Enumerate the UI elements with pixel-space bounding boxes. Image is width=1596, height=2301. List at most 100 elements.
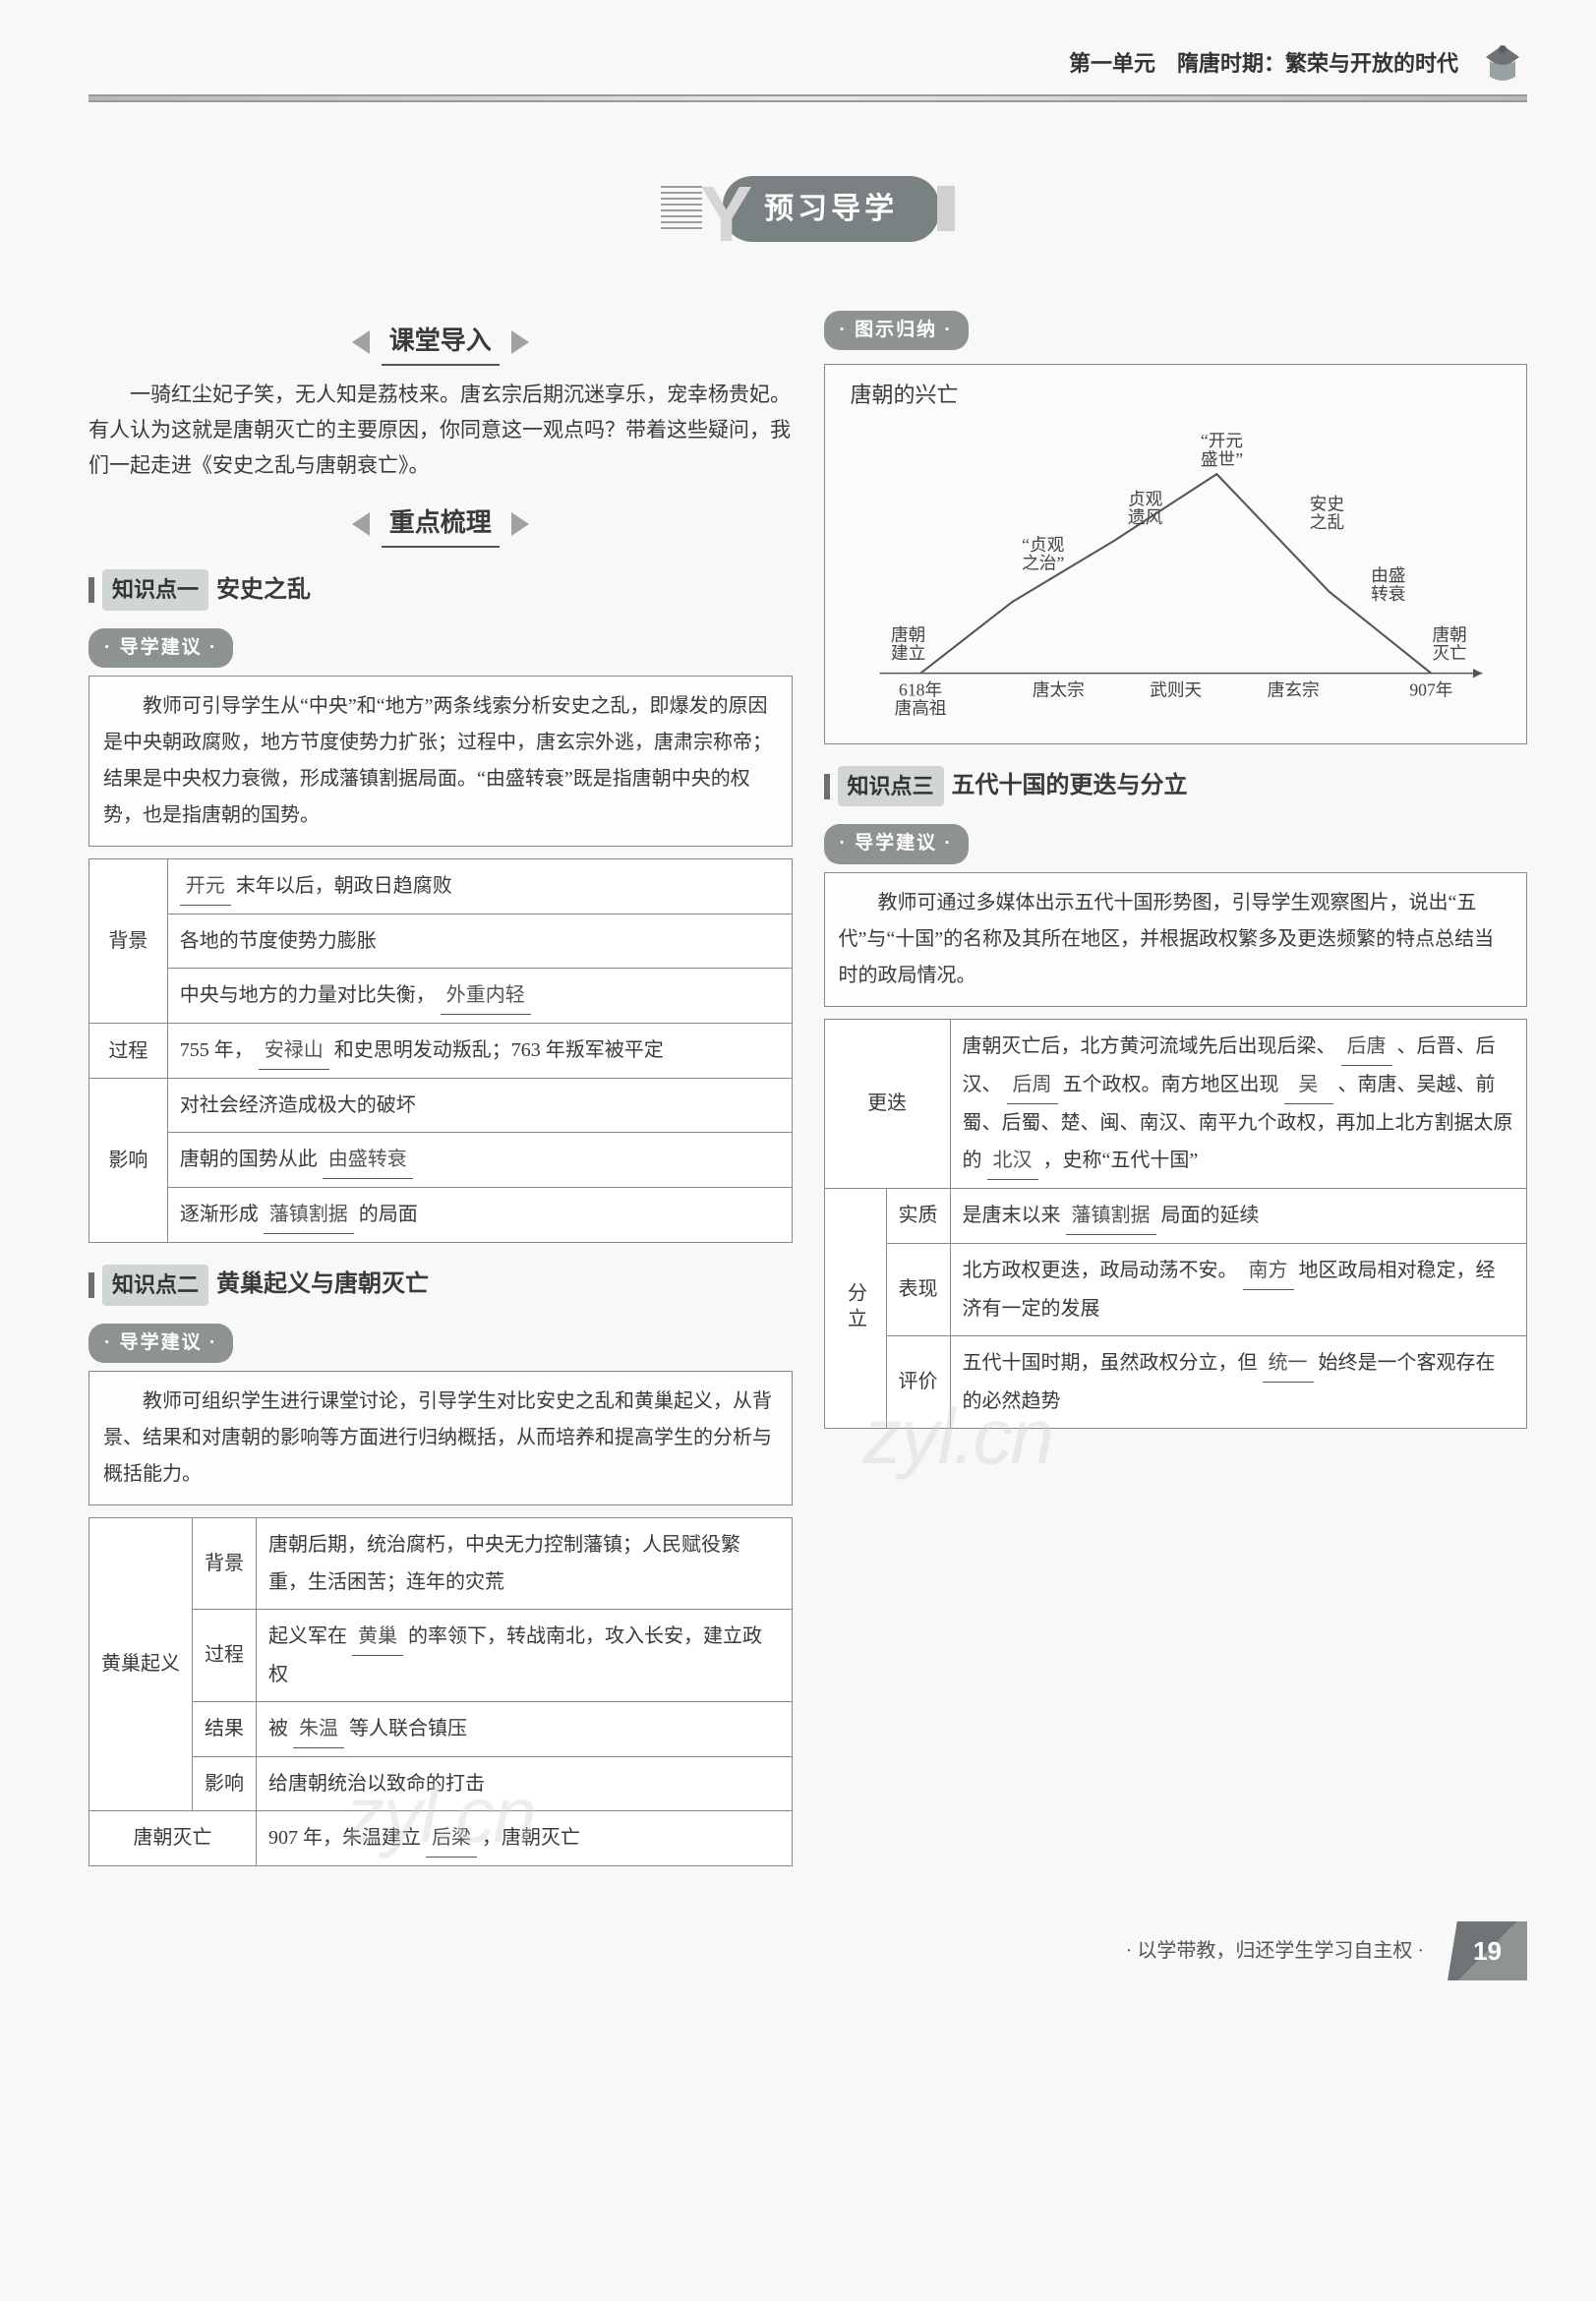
- blank-wu: 吴: [1284, 1066, 1333, 1104]
- table-row: 过程 起义军在 黄巢 的率领下，转战南北，攻入长安，建立政权: [89, 1609, 793, 1701]
- cell: 唐朝灭亡后，北方黄河流域先后出现后梁、 后唐 、后晋、后汉、 后周 五个政权。南…: [950, 1019, 1527, 1188]
- svg-text:武则天: 武则天: [1150, 679, 1202, 699]
- text: 起义军在: [268, 1625, 347, 1647]
- table-row: 各地的节度使势力膨胀: [89, 914, 793, 969]
- banner-stripes: [661, 186, 702, 231]
- table-row: 逐渐形成 藩镇割据 的局面: [89, 1188, 793, 1243]
- table-row: 表现 北方政权更迭，政局动荡不安。 南方 地区政局相对稳定，经济有一定的发展: [824, 1243, 1527, 1335]
- text: ，史称“五代十国”: [1043, 1150, 1199, 1171]
- cell: 被 朱温 等人联合镇压: [257, 1701, 793, 1756]
- illustration-pill: 图示归纳: [824, 311, 969, 350]
- blank-zhuwen: 朱温: [293, 1710, 344, 1748]
- key-head: 重点梳理: [89, 501, 793, 548]
- svg-text:唐玄宗: 唐玄宗: [1267, 679, 1319, 699]
- text: 被: [268, 1718, 288, 1740]
- rise-fall-chart: 唐朝的兴亡 唐朝建立 “贞观之治” 贞观遗风 “开元盛世” 安史之乱 由盛转衰: [824, 364, 1528, 744]
- text: ，唐朝灭亡: [482, 1827, 580, 1849]
- tri-left-icon: [352, 330, 370, 354]
- book-icon: [1478, 39, 1527, 88]
- left-column: 课堂导入 一骑红尘妃子笑，无人知是荔枝来。唐玄宗后期沉迷享乐，宠幸杨贵妃。有人认…: [89, 305, 793, 1882]
- blank-houliang: 后梁: [426, 1819, 477, 1858]
- cell: 北方政权更迭，政局动荡不安。 南方 地区政局相对稳定，经济有一定的发展: [950, 1243, 1527, 1335]
- text: 的局面: [359, 1204, 418, 1225]
- svg-text:由盛转衰: 由盛转衰: [1371, 565, 1406, 604]
- kpoint-3-tag: 知识点三: [838, 766, 944, 806]
- advice-box-3: 教师可通过多媒体出示五代十国形势图，引导学生观察图片，说出“五代”与“十国”的名…: [824, 872, 1528, 1007]
- blank-nanfang: 南方: [1243, 1252, 1294, 1290]
- cell: 开元 末年以后，朝政日趋腐败: [167, 859, 792, 914]
- text: 唐朝的国势从此: [180, 1149, 318, 1170]
- class-intro-head: 课堂导入: [89, 319, 793, 366]
- table-huangchao: 黄巢起义 背景 唐朝后期，统治腐朽，中央无力控制藩镇；人民赋役繁重，生活困苦；连…: [89, 1517, 793, 1866]
- svg-text:907年: 907年: [1409, 679, 1452, 699]
- svg-text:唐太宗: 唐太宗: [1032, 679, 1084, 699]
- table-row: 影响 给唐朝统治以致命的打击: [89, 1756, 793, 1810]
- cell: 对社会经济造成极大的破坏: [167, 1079, 792, 1133]
- svg-text:唐朝建立: 唐朝建立: [890, 624, 924, 663]
- hc-label: 黄巢起义: [89, 1517, 193, 1810]
- blank-houtang: 后唐: [1341, 1028, 1392, 1066]
- table-row: 背景 开元 末年以后，朝政日趋腐败: [89, 859, 793, 914]
- text: 末年以后，朝政日趋腐败: [236, 875, 452, 897]
- text: 北方政权更迭，政局动荡不安。: [963, 1260, 1238, 1281]
- blank-tongyi: 统一: [1263, 1344, 1314, 1383]
- tri-right-icon: [511, 330, 529, 354]
- advice-pill-3: 导学建议: [824, 824, 969, 863]
- banner-title: 预习导学: [723, 176, 939, 242]
- class-intro-label: 课堂导入: [382, 319, 500, 366]
- svg-text:“贞观之治”: “贞观之治”: [1022, 535, 1064, 573]
- kpoint-2-tag: 知识点二: [102, 1265, 208, 1305]
- blank-kaiyuan: 开元: [180, 867, 231, 906]
- text: 五代十国时期，虽然政权分立，但: [963, 1352, 1258, 1374]
- chart-svg: 唐朝建立 “贞观之治” 贞观遗风 “开元盛世” 安史之乱 由盛转衰 唐朝灭亡 6…: [839, 418, 1513, 725]
- split-label: 分立: [824, 1188, 886, 1428]
- blank-fanzhen2: 藩镇割据: [1066, 1197, 1156, 1235]
- svg-text:安史之乱: 安史之乱: [1309, 494, 1343, 532]
- text: 等人联合镇压: [349, 1718, 467, 1740]
- blank-fanzhen: 藩镇割据: [264, 1196, 354, 1234]
- kpoint-1: 知识点一 安史之乱: [89, 569, 793, 610]
- eval-label: 评价: [886, 1335, 950, 1428]
- table-row: 黄巢起义 背景 唐朝后期，统治腐朽，中央无力控制藩镇；人民赋役繁重，生活困苦；连…: [89, 1517, 793, 1609]
- text: 逐渐形成: [180, 1204, 259, 1225]
- table-anshi: 背景 开元 末年以后，朝政日趋腐败 各地的节度使势力膨胀 中央与地方的力量对比失…: [89, 858, 793, 1243]
- proc-label: 过程: [193, 1609, 257, 1701]
- table-row: 分立 实质 是唐末以来 藩镇割据 局面的延续: [824, 1188, 1527, 1243]
- text: 局面的延续: [1161, 1205, 1260, 1226]
- text: 907 年，朱温建立: [268, 1827, 421, 1849]
- cell: 逐渐形成 藩镇割据 的局面: [167, 1188, 792, 1243]
- kpoint-1-name: 安史之乱: [216, 570, 311, 611]
- page-footer: · 以学带教，归还学生学习自主权 · 19: [89, 1921, 1527, 1980]
- bg-label: 背景: [193, 1517, 257, 1609]
- essence-label: 实质: [886, 1188, 950, 1243]
- banner-tail: [937, 186, 955, 231]
- table-row: 影响 对社会经济造成极大的破坏: [89, 1079, 793, 1133]
- footer-motto: · 以学带教，归还学生学习自主权 ·: [1126, 1934, 1424, 1968]
- text: 755 年，: [180, 1039, 254, 1061]
- table-row: 唐朝灭亡 907 年，朱温建立 后梁 ，唐朝灭亡: [89, 1810, 793, 1865]
- blank-beihan: 北汉: [987, 1142, 1038, 1180]
- res-label: 结果: [193, 1701, 257, 1756]
- text: 五个政权。南方地区出现: [1063, 1074, 1279, 1095]
- text: 是唐末以来: [963, 1205, 1061, 1226]
- fall-label: 唐朝灭亡: [89, 1810, 257, 1865]
- page-header: 第一单元 隋唐时期：繁荣与开放的时代: [89, 39, 1527, 88]
- blank-shengshuai: 由盛转衰: [323, 1141, 413, 1179]
- table-row: 结果 被 朱温 等人联合镇压: [89, 1701, 793, 1756]
- svg-text:618年唐高祖: 618年唐高祖: [894, 679, 946, 718]
- table-row: 唐朝的国势从此 由盛转衰: [89, 1133, 793, 1188]
- proc-label: 过程: [89, 1024, 168, 1079]
- svg-text:贞观遗风: 贞观遗风: [1127, 489, 1162, 527]
- cell: 中央与地方的力量对比失衡， 外重内轻: [167, 969, 792, 1024]
- two-column-layout: 课堂导入 一骑红尘妃子笑，无人知是荔枝来。唐玄宗后期沉迷享乐，宠幸杨贵妃。有人认…: [89, 305, 1527, 1882]
- cell: 各地的节度使势力膨胀: [167, 914, 792, 969]
- section-banner: Y 预习导学: [89, 142, 1527, 275]
- kpoint-2-name: 黄巢起义与唐朝灭亡: [216, 1265, 429, 1305]
- cell: 唐朝的国势从此 由盛转衰: [167, 1133, 792, 1188]
- top-rule: [89, 94, 1527, 102]
- tri-left-icon: [352, 512, 370, 536]
- svg-text:唐朝灭亡: 唐朝灭亡: [1432, 624, 1466, 663]
- chart-title: 唐朝的兴亡: [839, 377, 1513, 413]
- banner-y-glyph: Y: [700, 148, 752, 281]
- bg-label: 背景: [89, 859, 168, 1024]
